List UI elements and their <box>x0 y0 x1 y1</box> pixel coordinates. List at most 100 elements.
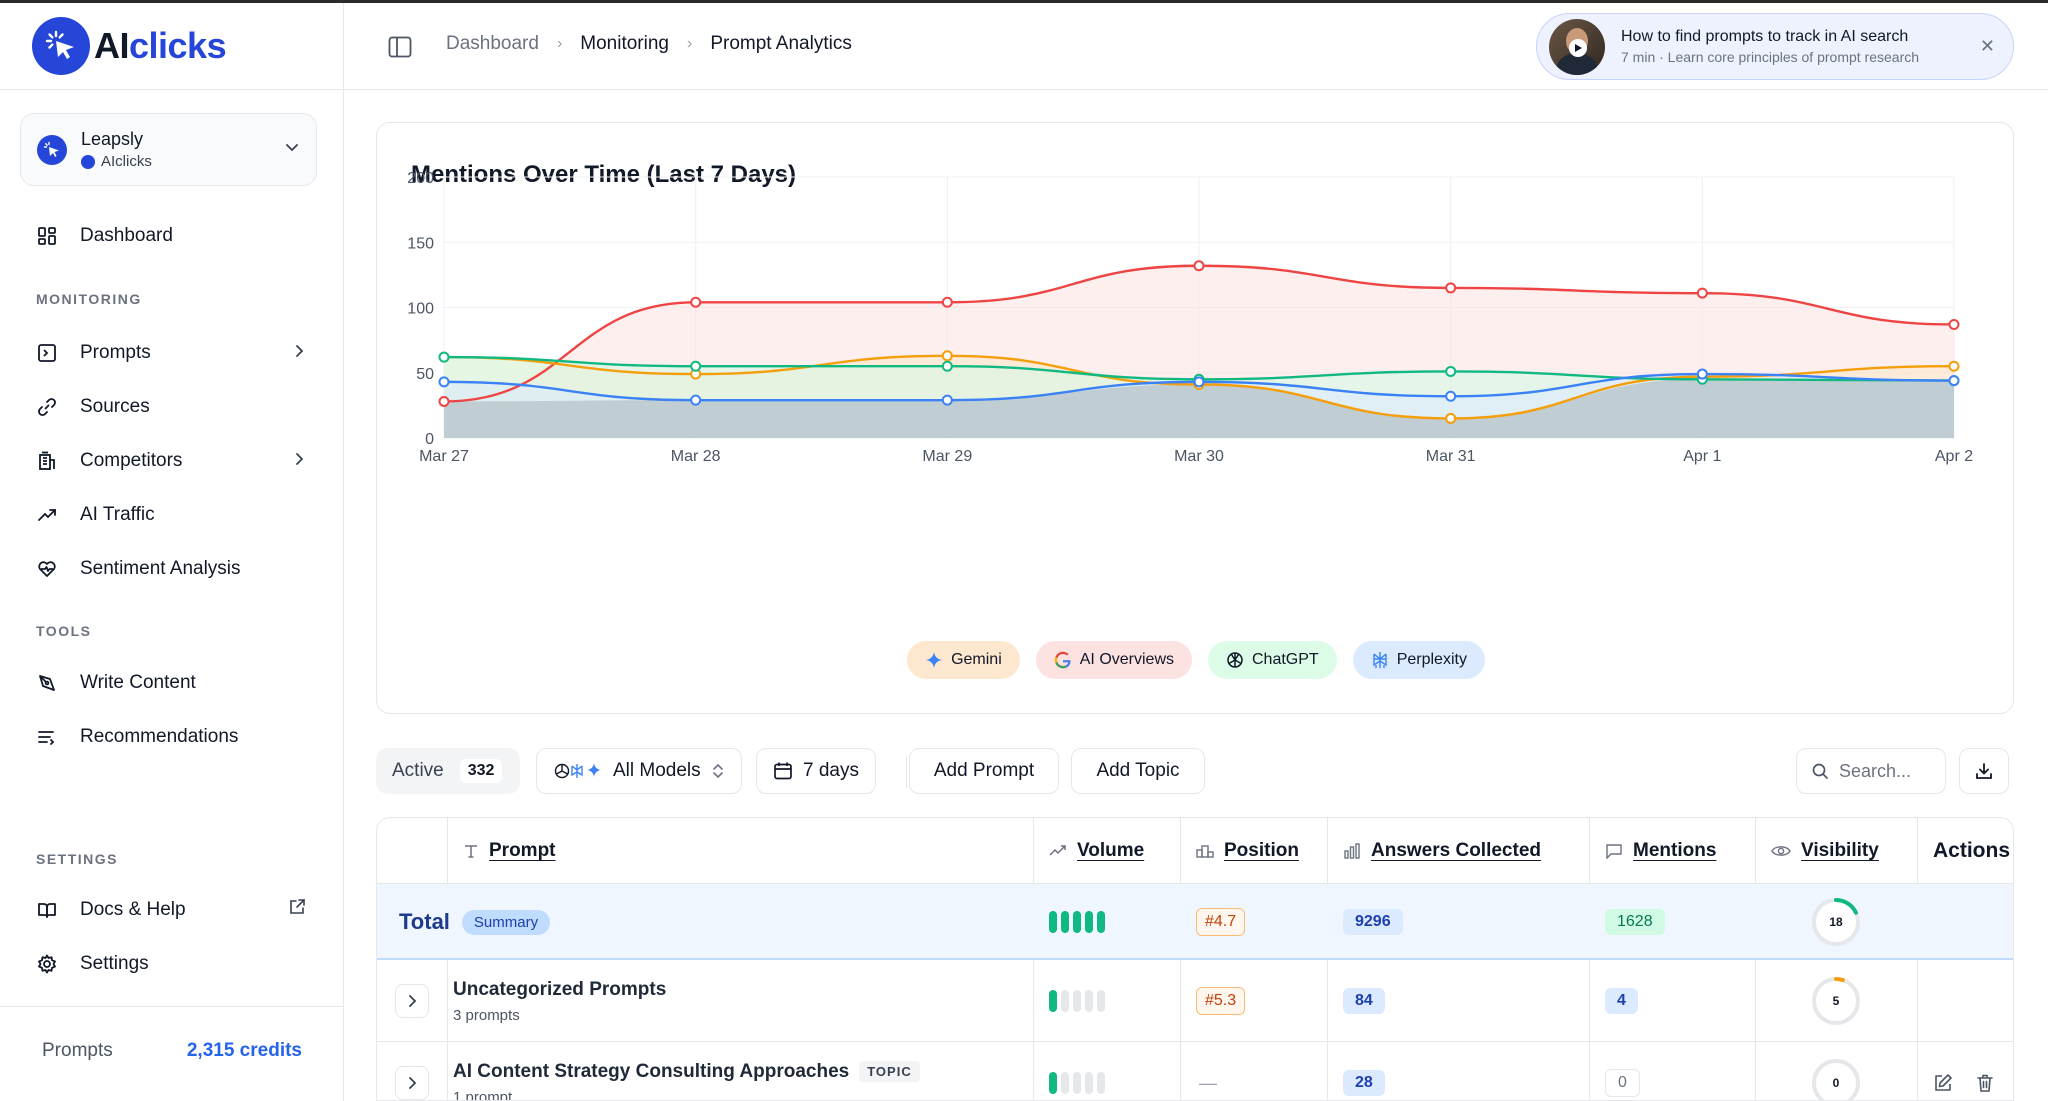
y-tick-label: 0 <box>425 431 434 448</box>
download-icon <box>1976 763 1992 779</box>
openai-icon <box>1227 652 1243 668</box>
actions-cell <box>1933 1042 1995 1100</box>
column-header-volume[interactable]: Volume <box>1033 818 1144 884</box>
prompt-square-icon <box>36 342 58 364</box>
active-count: 332 <box>459 759 503 783</box>
volume-bar <box>1085 911 1093 933</box>
expand-row-button[interactable] <box>395 984 429 1018</box>
ring-progress <box>1812 977 1860 1025</box>
search-input[interactable]: Search... <box>1796 748 1946 794</box>
sidebar-item-write-content[interactable]: Write Content <box>36 666 306 700</box>
chevron-down-icon <box>284 139 300 160</box>
mentions-badge: 4 <box>1605 988 1638 1014</box>
breadcrumb-dashboard[interactable]: Dashboard <box>446 33 539 54</box>
x-tick-label: Mar 30 <box>1174 448 1224 465</box>
date-range-button[interactable]: 7 days <box>756 748 876 794</box>
breadcrumb-monitoring[interactable]: Monitoring <box>580 33 669 54</box>
close-icon[interactable]: ✕ <box>1979 36 1995 56</box>
visibility-cell: 0 <box>1810 1042 1862 1100</box>
sidebar-item-label: Sentiment Analysis <box>80 558 241 579</box>
legend-chatgpt[interactable]: ChatGPT <box>1208 641 1337 679</box>
models-select[interactable]: All Models <box>536 748 742 794</box>
sidebar-item-prompts[interactable]: Prompts <box>36 336 306 370</box>
add-topic-button[interactable]: Add Topic <box>1071 748 1205 794</box>
calendar-icon <box>774 762 792 780</box>
table-row[interactable]: AI Content Strategy Consulting Approache… <box>377 1042 2013 1100</box>
summary-badge: Summary <box>461 909 551 935</box>
trending-up-icon <box>36 504 58 526</box>
sidebar-item-sentiment[interactable]: Sentiment Analysis <box>36 552 306 586</box>
data-point-ai-overviews <box>1948 318 1960 330</box>
download-button[interactable] <box>1959 748 2009 794</box>
volume-bar <box>1097 911 1105 933</box>
visibility-cell: 18 <box>1810 884 1862 960</box>
sidebar-item-recommendations[interactable]: Recommendations <box>36 720 306 754</box>
pen-tool-icon <box>36 672 58 694</box>
sidebar-item-settings[interactable]: Settings <box>36 947 306 981</box>
answers-badge: 84 <box>1343 988 1385 1014</box>
data-point-ai-overviews <box>690 296 702 308</box>
column-header-answers[interactable]: Answers Collected <box>1327 818 1541 884</box>
data-point-perplexity <box>1696 368 1708 380</box>
edit-icon[interactable] <box>1933 1073 1953 1093</box>
sidebar-item-ai-traffic[interactable]: AI Traffic <box>36 498 306 532</box>
legend-gemini[interactable]: Gemini <box>907 641 1020 679</box>
volume-bars <box>1049 1072 1105 1094</box>
gear-icon <box>36 953 58 975</box>
column-header-prompt[interactable]: Prompt <box>447 818 556 884</box>
position-cell: #4.7 <box>1196 884 1246 960</box>
answers-badge: 9296 <box>1343 909 1403 935</box>
workspace-org: AIclicks <box>81 153 152 170</box>
data-point-perplexity <box>1948 375 1960 387</box>
trash-icon[interactable] <box>1975 1073 1995 1093</box>
x-tick-label: Mar 27 <box>419 448 469 465</box>
data-point-perplexity <box>438 376 450 388</box>
y-tick-label: 200 <box>407 170 434 187</box>
sidebar-item-dashboard[interactable]: Dashboard <box>36 219 306 253</box>
chart-title: Mentions Over Time (Last 7 Days) <box>411 161 797 188</box>
trending-up-icon <box>1049 845 1066 856</box>
logo[interactable]: AIclicks <box>32 17 227 75</box>
breadcrumb-current: Prompt Analytics <box>710 33 852 54</box>
data-point-ai-overviews <box>1193 260 1205 272</box>
tutorial-video-card[interactable]: How to find prompts to track in AI searc… <box>1536 13 2014 80</box>
expand-row-button[interactable] <box>395 1066 429 1100</box>
legend-ai-overviews[interactable]: AI Overviews <box>1035 641 1192 679</box>
prompt-group-title[interactable]: Uncategorized Prompts <box>453 978 667 1000</box>
volume-bar <box>1073 990 1081 1012</box>
legend-perplexity[interactable]: Perplexity <box>1352 641 1485 679</box>
chevron-right-icon <box>409 995 417 1007</box>
book-open-icon <box>36 899 58 921</box>
column-header-mentions[interactable]: Mentions <box>1589 818 1716 884</box>
data-point-chatgpt <box>690 360 702 372</box>
sidebar-item-sources[interactable]: Sources <box>36 390 306 424</box>
sidebar-item-label: Recommendations <box>80 726 239 747</box>
answers-cell: 28 <box>1343 1042 1385 1100</box>
credits-label: Prompts <box>42 1040 113 1061</box>
volume-meter <box>1049 960 1105 1042</box>
sidebar-item-competitors[interactable]: Competitors <box>36 444 306 478</box>
credits-value[interactable]: 2,315 credits <box>186 1040 302 1061</box>
active-filter[interactable]: Active 332 <box>376 748 520 794</box>
expand-cell <box>395 960 429 1042</box>
data-point-chatgpt <box>1445 365 1457 377</box>
visibility-cell: 5 <box>1810 960 1862 1042</box>
add-prompt-button[interactable]: Add Prompt <box>909 748 1059 794</box>
workspace-switcher[interactable]: Leapsly AIclicks <box>20 113 317 186</box>
prompt-cell: Uncategorized Prompts 3 prompts <box>453 960 666 1042</box>
sidebar-item-docs[interactable]: Docs & Help <box>36 893 306 927</box>
sidebar-toggle-icon[interactable] <box>388 36 412 58</box>
building-icon <box>36 450 58 472</box>
video-thumbnail[interactable] <box>1549 18 1605 75</box>
column-header-position[interactable]: Position <box>1180 818 1299 884</box>
google-g-icon <box>1054 651 1071 669</box>
x-tick-label: Mar 29 <box>922 448 972 465</box>
answers-cell: 9296 <box>1343 884 1403 960</box>
chevron-right-icon <box>409 1077 417 1089</box>
video-title: How to find prompts to track in AI searc… <box>1621 28 1909 45</box>
column-header-visibility[interactable]: Visibility <box>1755 818 1879 884</box>
prompt-group-title[interactable]: AI Content Strategy Consulting Approache… <box>453 1060 850 1082</box>
grid-icon <box>36 225 58 247</box>
volume-bar <box>1061 1072 1069 1094</box>
table-row[interactable]: Uncategorized Prompts 3 prompts #5.3 84 … <box>377 960 2013 1042</box>
